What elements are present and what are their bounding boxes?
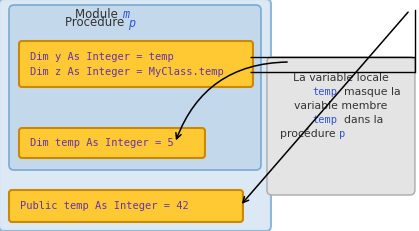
Text: temp: temp	[312, 115, 337, 125]
Text: procédure: procédure	[280, 129, 339, 139]
Text: Dim z As Integer = MyClass.temp: Dim z As Integer = MyClass.temp	[30, 67, 224, 77]
FancyBboxPatch shape	[267, 57, 415, 195]
Text: Dim temp As Integer = 5: Dim temp As Integer = 5	[30, 138, 174, 148]
Text: temp: temp	[312, 87, 337, 97]
Text: variable membre: variable membre	[294, 101, 388, 111]
FancyBboxPatch shape	[19, 41, 253, 87]
Text: Public temp As Integer = 42: Public temp As Integer = 42	[20, 201, 189, 211]
FancyArrowPatch shape	[243, 12, 408, 203]
Text: Module: Module	[75, 9, 122, 21]
FancyArrowPatch shape	[176, 62, 287, 139]
Text: dans la: dans la	[337, 115, 383, 125]
Text: masque la: masque la	[337, 87, 401, 97]
FancyBboxPatch shape	[0, 0, 271, 231]
Text: m: m	[122, 9, 129, 21]
Text: Procédure: Procédure	[65, 16, 128, 30]
Text: La variable locale: La variable locale	[293, 73, 389, 83]
FancyBboxPatch shape	[9, 190, 243, 222]
FancyBboxPatch shape	[19, 128, 205, 158]
FancyBboxPatch shape	[9, 5, 261, 170]
Text: p: p	[128, 16, 135, 30]
Text: p: p	[339, 129, 345, 139]
Text: Dim y As Integer = temp: Dim y As Integer = temp	[30, 52, 174, 62]
